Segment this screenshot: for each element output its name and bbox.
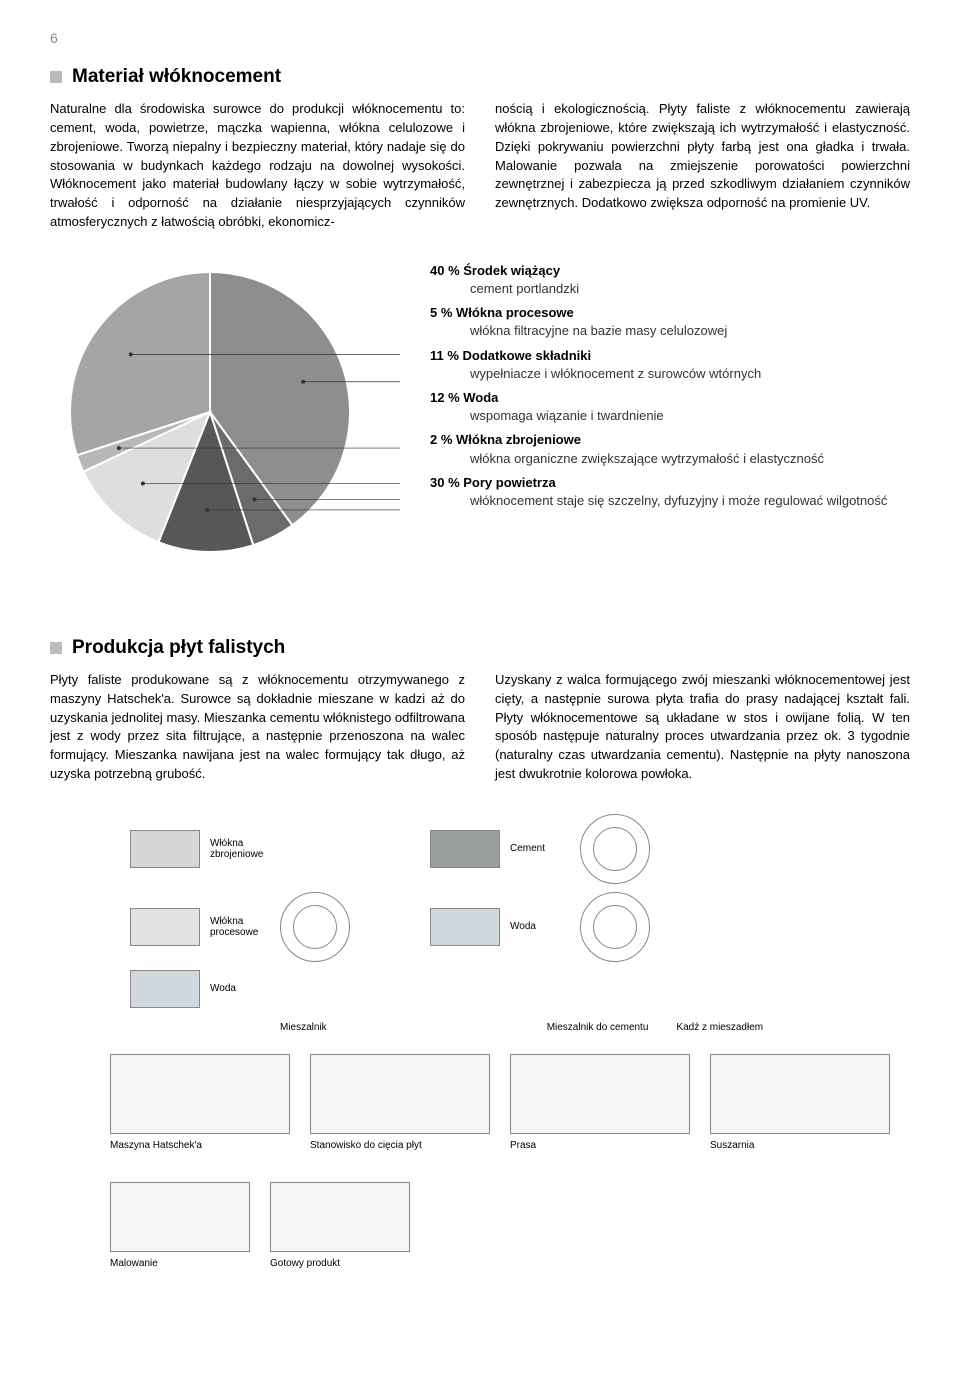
swatch-label: Włókna procesowe bbox=[210, 916, 270, 938]
stage-label: Prasa bbox=[510, 1140, 536, 1152]
section1-body: Naturalne dla środowiska surowce do prod… bbox=[50, 100, 910, 232]
mixer-labels-row: Mieszalnik Mieszalnik do cementu Kadź z mi… bbox=[50, 1016, 910, 1034]
material-swatch bbox=[430, 830, 500, 868]
pie-label: 11 % Dodatkowe składnikiwypełniacze i wł… bbox=[430, 347, 910, 383]
section1-col2: nością i ekologicznością. Płyty faliste … bbox=[495, 100, 910, 232]
section2-col1: Płyty faliste produkowane są z włóknocem… bbox=[50, 671, 465, 784]
process-stage: Gotowy produkt bbox=[270, 1182, 410, 1270]
section2-body: Płyty faliste produkowane są z włóknocem… bbox=[50, 671, 910, 784]
mixer-label: Mieszalnik bbox=[280, 1022, 327, 1034]
swatch-label: Woda bbox=[510, 921, 570, 932]
section1-col1: Naturalne dla środowiska surowce do prod… bbox=[50, 100, 465, 232]
swatch-label: Włókna zbrojeniowe bbox=[210, 838, 270, 860]
stage-label: Stanowisko do cięcia płyt bbox=[310, 1140, 422, 1152]
material-swatch bbox=[130, 908, 200, 946]
pie-chart bbox=[50, 262, 410, 572]
pie-section: 40 % Środek wiążącycement portlandzki 5 %… bbox=[50, 262, 910, 577]
stage-label: Malowanie bbox=[110, 1258, 158, 1270]
process-stage: Suszarnia bbox=[710, 1054, 890, 1152]
section1-title: Materiał włóknocement bbox=[72, 66, 281, 88]
process-stage: Malowanie bbox=[110, 1182, 250, 1270]
vat-label: Kadź z mieszadłem bbox=[676, 1022, 763, 1034]
pie-label: 12 % Wodawspomaga wiązanie i twardnienie bbox=[430, 389, 910, 425]
pie-label: 40 % Środek wiążącycement portlandzki bbox=[430, 262, 910, 298]
machine-box bbox=[510, 1054, 690, 1134]
mixer-icon bbox=[580, 892, 650, 962]
pie-label: 2 % Włókna zbrojeniowewłókna organiczne … bbox=[430, 431, 910, 467]
mixer-label: Mieszalnik do cementu bbox=[547, 1022, 649, 1034]
stage-label: Maszyna Hatschek'a bbox=[110, 1140, 202, 1152]
process-stage: Stanowisko do cięcia płyt bbox=[310, 1054, 490, 1152]
machine-box bbox=[710, 1054, 890, 1134]
page-number: 6 bbox=[50, 30, 910, 46]
stage-label: Gotowy produkt bbox=[270, 1258, 340, 1270]
mixer-icon bbox=[280, 892, 350, 962]
section2-title: Produkcja płyt falistych bbox=[72, 637, 285, 659]
flow-input-row: Włókna procesowe Woda bbox=[50, 892, 910, 962]
machine-box bbox=[310, 1054, 490, 1134]
pie-label: 5 % Włókna procesowewłókna filtracyjne n… bbox=[430, 304, 910, 340]
pie-label: 30 % Pory powietrzawłóknocement staje si… bbox=[430, 474, 910, 510]
swatch-label: Woda bbox=[210, 983, 270, 994]
section2-col2: Uzyskany z walca formującego zwój miesza… bbox=[495, 671, 910, 784]
section-bullet bbox=[50, 71, 62, 83]
section-bullet bbox=[50, 642, 62, 654]
process-stage: Maszyna Hatschek'a bbox=[110, 1054, 290, 1152]
stage-label: Suszarnia bbox=[710, 1140, 754, 1152]
material-swatch bbox=[430, 908, 500, 946]
machine-box bbox=[270, 1182, 410, 1252]
flow-input-row: Włókna zbrojeniowe Cement bbox=[50, 814, 910, 884]
process-flow: Włókna zbrojeniowe Cement Włókna procesowe… bbox=[50, 814, 910, 1270]
flow-input-row: Woda bbox=[50, 970, 910, 1008]
machine-box bbox=[110, 1182, 250, 1252]
machine-box bbox=[110, 1054, 290, 1134]
material-swatch bbox=[130, 970, 200, 1008]
swatch-label: Cement bbox=[510, 843, 570, 854]
pie-labels: 40 % Środek wiążącycement portlandzki 5 %… bbox=[410, 262, 910, 516]
material-swatch bbox=[130, 830, 200, 868]
mixer-icon bbox=[580, 814, 650, 884]
process-stage: Prasa bbox=[510, 1054, 690, 1152]
